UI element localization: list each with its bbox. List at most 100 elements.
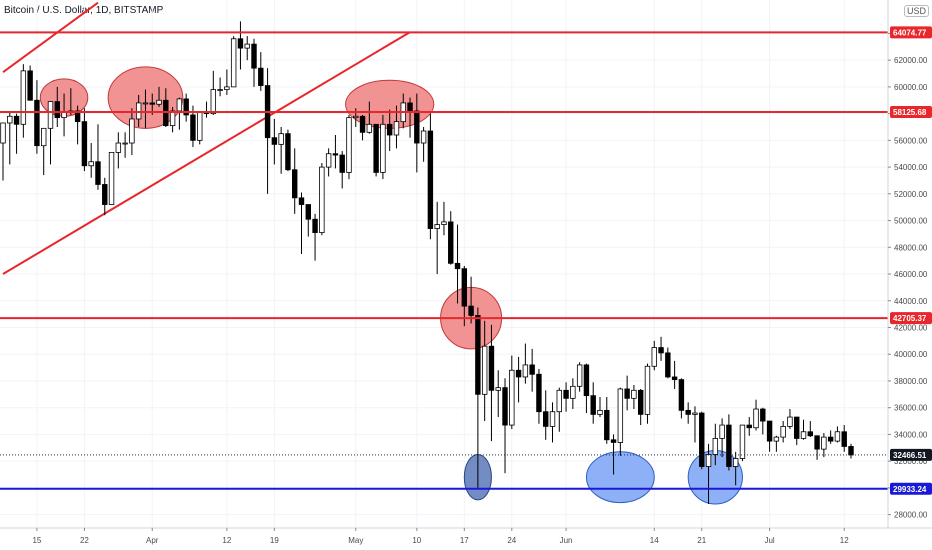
- trendline: [2, 31, 411, 275]
- candle-up: [617, 388, 624, 443]
- y-tick-label: 38000.00: [894, 377, 928, 386]
- candle-down: [95, 161, 101, 185]
- candle-down: [685, 409, 691, 415]
- candle-down: [427, 130, 434, 229]
- candle-down: [292, 169, 298, 199]
- candle-down: [386, 123, 393, 136]
- x-tick-label: 12: [840, 536, 849, 545]
- candle-down: [102, 184, 108, 205]
- candle-up: [821, 436, 827, 450]
- candle-down: [237, 38, 244, 49]
- candle-up: [88, 161, 94, 167]
- candle-up: [495, 387, 501, 391]
- y-tick-label: 48000.00: [894, 243, 928, 252]
- candle-up: [142, 102, 149, 105]
- candle-up: [481, 345, 488, 395]
- candle-up: [644, 365, 651, 415]
- candle-up: [780, 426, 786, 438]
- candle-up: [0, 122, 6, 144]
- resistance-level-badge-bg: [890, 105, 932, 118]
- x-tick-label: 24: [507, 536, 516, 545]
- candle-up: [753, 408, 759, 429]
- candle-down: [332, 153, 339, 156]
- y-tick-label: 44000.00: [894, 297, 928, 306]
- resistance-level-badge: 42705.37: [893, 314, 927, 323]
- candle-up: [129, 118, 135, 144]
- candle-up: [576, 364, 583, 387]
- x-tick-label: 10: [412, 536, 421, 545]
- candle-down: [543, 411, 549, 427]
- candle-up: [441, 221, 447, 225]
- candle-up: [278, 133, 284, 145]
- candle-down: [536, 373, 542, 413]
- candle-up: [122, 142, 128, 145]
- candle-down: [475, 315, 481, 395]
- candle-down: [841, 431, 847, 447]
- candle-up: [47, 101, 54, 129]
- trendline: [2, 1, 99, 73]
- candle-up: [210, 89, 217, 115]
- y-tick-label: 42000.00: [894, 323, 928, 332]
- candle-up: [197, 111, 203, 141]
- x-tick-label: 22: [80, 536, 89, 545]
- candle-up: [597, 409, 603, 415]
- candle-up: [366, 123, 373, 133]
- resistance-level-badge-bg: [890, 26, 932, 39]
- candle-up: [800, 431, 807, 439]
- candle-up: [224, 86, 230, 90]
- candle-down: [848, 446, 854, 456]
- candle-up: [509, 369, 515, 426]
- candle-up: [570, 385, 576, 399]
- candle-down: [81, 121, 88, 167]
- candle-up: [393, 121, 400, 136]
- x-tick-label: 12: [222, 536, 231, 545]
- x-tick-label: 15: [32, 536, 41, 545]
- candle-down: [414, 110, 420, 144]
- candle-down: [407, 102, 413, 112]
- candle-up: [319, 166, 325, 233]
- candle-down: [285, 133, 291, 171]
- y-tick-label: 46000.00: [894, 270, 928, 279]
- candle-up: [549, 411, 556, 427]
- candle-up: [787, 416, 793, 427]
- y-tick-label: 56000.00: [894, 136, 928, 145]
- candle-down: [637, 389, 644, 415]
- candle-up: [651, 347, 657, 367]
- x-tick-label: 14: [650, 536, 659, 545]
- candle-down: [583, 364, 590, 397]
- resistance-level-badge: 58125.68: [893, 108, 927, 117]
- candle-up: [40, 127, 47, 147]
- blue-marker-ellipse: [585, 451, 655, 504]
- candle-down: [149, 102, 155, 105]
- y-tick-label: 62000.00: [894, 56, 928, 65]
- candle-down: [190, 114, 196, 141]
- candle-down: [807, 431, 814, 437]
- candle-down: [312, 218, 318, 233]
- candle-up: [61, 111, 67, 119]
- y-tick-label: 60000.00: [894, 83, 928, 92]
- y-tick-label: 34000.00: [894, 430, 928, 439]
- candle-up: [773, 436, 780, 442]
- candle-down: [502, 387, 508, 426]
- candle-up: [176, 98, 183, 112]
- candle-down: [339, 154, 345, 173]
- candle-up: [108, 151, 115, 205]
- candle-down: [461, 268, 468, 307]
- candle-up: [353, 115, 359, 119]
- candle-down: [488, 345, 495, 391]
- candle-up: [434, 224, 440, 229]
- candle-up: [631, 389, 637, 399]
- candle-up: [834, 431, 841, 442]
- candles: [0, 21, 854, 504]
- x-tick-label: 17: [460, 536, 469, 545]
- x-tick-label: May: [348, 536, 363, 545]
- x-tick-label: Jul: [764, 536, 774, 545]
- candle-down: [529, 364, 535, 375]
- candle-down: [746, 424, 752, 429]
- candle-up: [156, 99, 162, 105]
- currency-button[interactable]: USD: [904, 5, 930, 17]
- candle-down: [678, 379, 685, 411]
- candle-down: [624, 388, 630, 399]
